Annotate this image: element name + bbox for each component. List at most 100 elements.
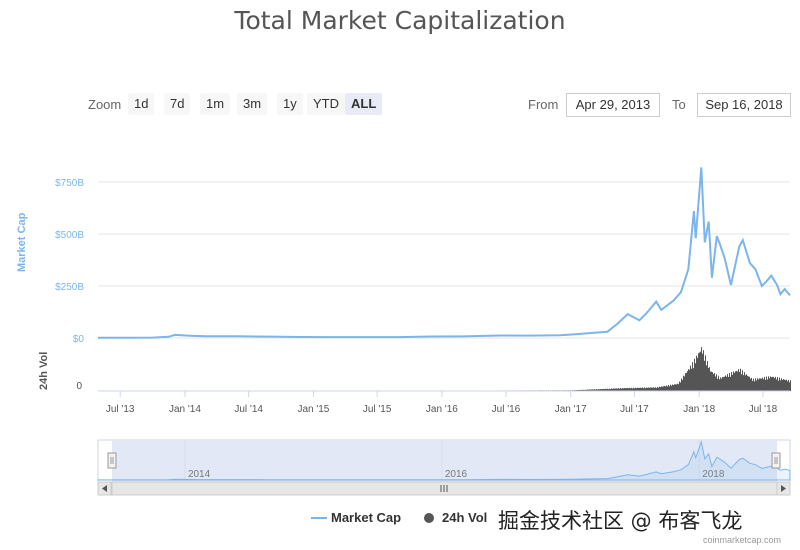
volume-bar [632,388,633,391]
volume-bar [696,355,697,391]
volume-bar [593,389,594,391]
volume-bar [581,389,582,391]
scroll-right-arrow[interactable] [776,481,791,496]
volume-bar [588,389,589,391]
volume-bar [589,389,590,391]
volume-bar [731,372,732,391]
volume-bar [675,384,676,391]
volume-bar [769,378,770,391]
volume-bar [674,384,675,391]
volume-bar [617,388,618,391]
zoom-3m-button[interactable]: 3m [237,93,268,115]
volume-bar [621,388,622,391]
y-tick-label: $250B [55,282,84,293]
volume-tick-label: 0 [76,381,82,392]
volume-bar [758,379,759,391]
volume-bar [744,372,745,391]
volume-bar [608,389,609,391]
volume-bar [672,384,673,391]
legend-volume-marker[interactable] [424,513,434,523]
volume-bar [771,377,772,391]
volume-bar [602,389,603,391]
volume-bar [676,384,677,391]
source-credit: coinmarketcap.com [703,535,782,545]
volume-bar [691,368,692,391]
volume-bar [666,385,667,391]
x-tick-label: Jan '14 [169,404,201,415]
volume-bar [713,374,714,391]
volume-bar [738,369,739,391]
chart-title: Total Market Capitalization [234,6,566,35]
volume-bar [726,376,727,391]
volume-bar [697,357,698,391]
volume-bar [661,386,662,391]
range-from-input[interactable]: Apr 29, 2013 [566,93,660,117]
volume-bar [761,378,762,391]
volume-bar [773,376,774,391]
volume-bar [701,347,702,391]
y-axis-ticks: $0 $250B $500B $750B 0 [55,178,84,392]
volume-bar [580,389,581,391]
volume-bar [730,376,731,391]
zoom-1m-button[interactable]: 1m [200,93,231,115]
volume-bar [647,387,648,391]
volume-bar [689,369,690,391]
navigator-right-handle[interactable] [771,452,781,469]
navigator-tick-label: 2016 [445,469,468,480]
volume-bar [745,375,746,391]
volume-bar [710,371,711,391]
grid-lines [98,181,790,339]
scroll-left-arrow[interactable] [97,481,112,496]
volume-bar [705,355,706,391]
volume-bar [606,389,607,391]
volume-bar [595,389,596,391]
x-tick-label: Jul '18 [749,404,778,415]
volume-bar [790,380,791,391]
volume-bar [785,380,786,391]
navigator-selected-range[interactable] [112,440,777,482]
volume-bar [600,389,601,391]
volume-bar [655,387,656,391]
legend-volume-label[interactable]: 24h Vol [442,510,488,525]
volume-bar [663,386,664,391]
zoom-1y-button[interactable]: 1y [277,93,303,115]
legend-market-cap-label[interactable]: Market Cap [331,510,402,525]
volume-bar [762,377,763,391]
volume-bar [649,387,650,391]
volume-bar [652,387,653,391]
volume-bar [721,378,722,391]
range-to-input[interactable]: Sep 16, 2018 [697,93,791,117]
volume-bar [603,388,604,391]
volume-bar [739,371,740,391]
volume-bar [657,387,658,391]
volume-bar [717,378,718,391]
x-tick-label: Jan '18 [683,404,715,415]
volume-bar [756,380,757,391]
volume-bar [642,387,643,391]
volume-bar [782,379,783,391]
volume-bar [784,379,785,391]
y-tick-label: $750B [55,178,84,189]
navigator-left-handle[interactable] [107,452,117,469]
volume-bar [579,389,580,391]
scrollbar-grip[interactable] [440,485,448,492]
volume-bar [725,375,726,391]
volume-bar [759,378,760,391]
zoom-ytd-button[interactable]: YTD [307,93,345,115]
volume-bar [611,388,612,391]
volume-bar [711,371,712,391]
volume-bar [658,387,659,391]
volume-bar [707,361,708,391]
zoom-all-button[interactable]: ALL [345,93,383,115]
volume-bar [724,376,725,391]
zoom-7d-button[interactable]: 7d [164,93,191,115]
volume-bar [613,388,614,391]
volume-bar [727,374,728,391]
zoom-1d-button[interactable]: 1d [128,93,155,115]
volume-bar [630,388,631,391]
volume-bar [645,388,646,391]
volume-bar [601,389,602,391]
volume-bar [687,371,688,391]
volume-bar [599,389,600,391]
